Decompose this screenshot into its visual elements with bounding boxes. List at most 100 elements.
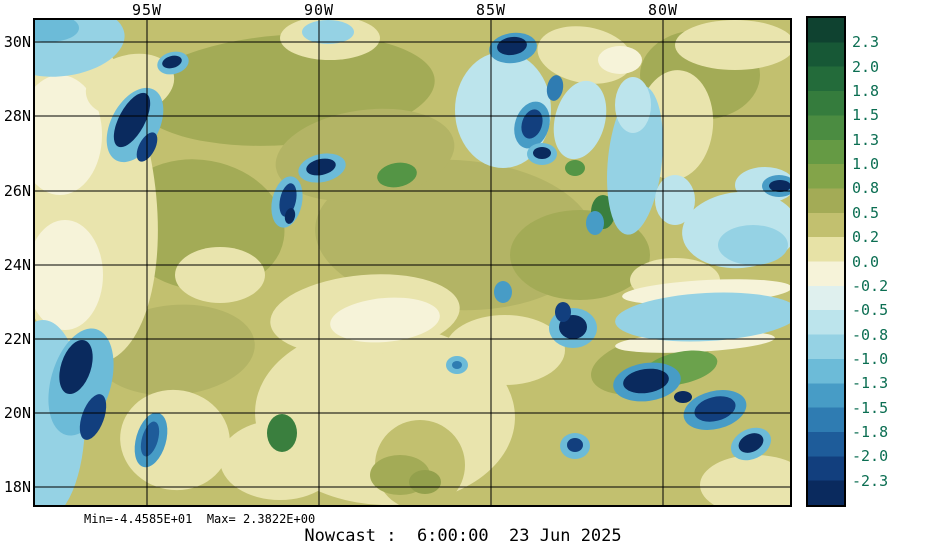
field-blob <box>140 421 160 457</box>
colorbar-band <box>808 285 844 311</box>
field-blob <box>445 315 565 385</box>
field-blob <box>113 92 151 148</box>
field-blob <box>330 297 440 343</box>
field-blob <box>162 55 182 69</box>
field-blob <box>623 368 669 394</box>
latitude-tick-label: 28N <box>3 107 31 125</box>
colorbar-tick-label: -1.3 <box>852 374 889 393</box>
field-blob <box>35 75 102 195</box>
field-blob <box>302 20 354 44</box>
colorbar-band <box>808 188 844 214</box>
colorbar-tick-label: 1.3 <box>852 130 880 149</box>
field-blob <box>377 162 417 188</box>
field-blob <box>284 208 296 224</box>
colorbar-band <box>808 407 844 433</box>
field-blob <box>79 394 107 440</box>
field-blob <box>700 455 790 505</box>
field-blob <box>718 225 788 265</box>
field-blob <box>555 302 571 322</box>
field-blob <box>655 175 695 225</box>
field-blob <box>279 183 297 217</box>
longitude-tick-label: 95W <box>131 1 163 19</box>
field-blob <box>220 420 340 500</box>
field-blob <box>546 75 564 101</box>
map-field-plot <box>35 20 790 505</box>
field-blob <box>59 339 93 395</box>
field-blob <box>497 36 527 56</box>
field-blob <box>674 391 692 403</box>
field-blob <box>567 438 583 452</box>
field-blob <box>521 109 543 139</box>
field-blob <box>769 180 790 192</box>
colorbar-band <box>808 358 844 384</box>
field-blob <box>586 211 604 235</box>
field-blob <box>533 147 551 159</box>
field-blob <box>738 433 764 453</box>
colorbar-tick-label: 0.0 <box>852 252 880 271</box>
minmax-stats: Min=-4.4585E+01 Max= 2.3822E+00 <box>84 512 316 526</box>
colorbar-tick-label: -0.2 <box>852 276 889 295</box>
longitude-tick-label: 80W <box>647 1 679 19</box>
colorbar-tick-label: -1.0 <box>852 349 889 368</box>
colorbar-band <box>808 91 844 116</box>
colorbar-tick-label: 1.5 <box>852 106 880 125</box>
field-blob <box>694 396 736 422</box>
colorbar-tick-label: 0.5 <box>852 203 880 222</box>
field-blob <box>565 160 585 176</box>
colorbar-tick-label: -2.3 <box>852 471 889 490</box>
field-blob <box>452 361 462 369</box>
colorbar-band <box>808 139 844 165</box>
latitude-tick-label: 22N <box>3 330 31 348</box>
latitude-tick-label: 18N <box>3 478 31 496</box>
field-blob <box>615 77 651 133</box>
longitude-tick-label: 85W <box>475 1 507 19</box>
field-blob <box>510 210 650 300</box>
field-blob <box>615 292 790 342</box>
latitude-tick-label: 26N <box>3 182 31 200</box>
map-frame <box>33 18 792 507</box>
colorbar-tick-label: -2.0 <box>852 447 889 466</box>
colorbar-band <box>808 334 844 360</box>
colorbar-bands <box>808 18 844 505</box>
colorbar-tick-label: -0.5 <box>852 301 889 320</box>
colorbar-band <box>808 261 844 287</box>
longitude-tick-label: 90W <box>303 1 335 19</box>
latitude-tick-label: 20N <box>3 404 31 422</box>
colorbar-band <box>808 456 844 482</box>
colorbar-tick-label: -1.8 <box>852 422 889 441</box>
colorbar-band <box>808 431 844 457</box>
colorbar-band <box>808 115 844 141</box>
field-blob <box>598 46 642 74</box>
field-blob <box>494 281 512 303</box>
colorbar-tick-label: 1.8 <box>852 82 880 101</box>
field-blob <box>35 20 79 42</box>
colorbar-band <box>808 212 844 238</box>
colorbar-tick-label: -0.8 <box>852 325 889 344</box>
colorbar-band <box>808 480 844 505</box>
field-blob <box>675 20 790 70</box>
colorbar-tick-label: 2.0 <box>852 57 880 76</box>
colorbar-band <box>808 383 844 409</box>
colorbar-band <box>808 164 844 189</box>
colorbar-tick-label: 1.0 <box>852 155 880 174</box>
latitude-tick-label: 24N <box>3 256 31 274</box>
colorbar-tick-label: 0.8 <box>852 179 880 198</box>
colorbar-band <box>808 42 844 68</box>
latitude-tick-label: 30N <box>3 33 31 51</box>
colorbar-band <box>808 18 844 43</box>
colorbar-band <box>808 66 844 92</box>
caption: Nowcast : 6:00:00 23 Jun 2025 <box>304 526 622 546</box>
colorbar-band <box>808 310 844 336</box>
field-blob <box>553 80 607 160</box>
field-blob <box>306 158 336 176</box>
field-blob <box>35 220 103 330</box>
colorbar-band <box>808 237 844 262</box>
field-blob <box>267 414 297 452</box>
colorbar-tick-label: -1.5 <box>852 398 889 417</box>
field-blob <box>175 247 265 303</box>
colorbar-tick-label: 2.3 <box>852 33 880 52</box>
colorbar <box>806 16 846 507</box>
colorbar-tick-label: 0.2 <box>852 228 880 247</box>
field-blob <box>409 470 441 494</box>
